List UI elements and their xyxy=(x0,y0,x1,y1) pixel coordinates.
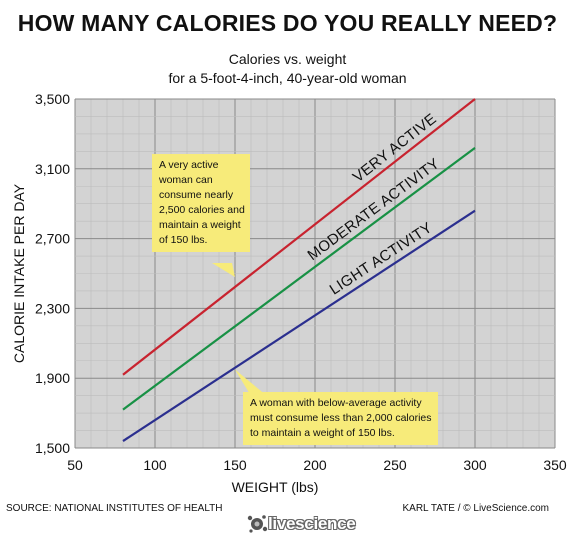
callout-line: woman can xyxy=(159,174,213,186)
series-line xyxy=(122,209,476,442)
x-axis-label: WEIGHT (lbs) xyxy=(232,479,319,495)
source-note: SOURCE: NATIONAL INSTITUTES OF HEALTH xyxy=(6,503,223,514)
y-tick-label: 2,700 xyxy=(35,231,70,247)
callout-line: maintain a weight xyxy=(159,219,241,231)
livescience-logo: livescience xyxy=(246,511,356,537)
x-tick-label: 300 xyxy=(463,457,487,473)
series-line xyxy=(122,98,476,376)
subtitle-line-1: Calories vs. weight xyxy=(228,51,347,67)
y-tick-label: 1,900 xyxy=(35,370,70,386)
series-line xyxy=(122,146,476,411)
callout-line: must consume less than 2,000 calories xyxy=(250,412,432,424)
x-tick-label: 200 xyxy=(303,457,327,473)
callout-line: of 150 lbs. xyxy=(159,234,208,246)
y-tick-label: 2,300 xyxy=(35,300,70,316)
x-tick-label: 100 xyxy=(143,457,167,473)
y-axis-label: CALORIE INTAKE PER DAY xyxy=(11,183,27,363)
y-tick-label: 1,500 xyxy=(35,440,70,456)
callout-line: A very active xyxy=(159,159,219,171)
callout-line: consume nearly xyxy=(159,189,234,201)
y-tick-label: 3,100 xyxy=(35,161,70,177)
subtitle-line-2: for a 5-foot-4-inch, 40-year-old woman xyxy=(168,70,407,86)
callout-line: A woman with below-average activity xyxy=(250,397,422,409)
callout-line: 2,500 calories and xyxy=(159,204,245,216)
credit-note: KARL TATE / © LiveScience.com xyxy=(402,503,550,514)
splat-icon xyxy=(247,515,268,533)
very-active-callout: A very active woman can consume nearly 2… xyxy=(152,154,250,252)
x-tick-label: 150 xyxy=(223,457,247,473)
chart-subtitle: Calories vs. weight for a 5-foot-4-inch,… xyxy=(0,50,575,88)
callout-pointer xyxy=(235,369,275,403)
chart-title: HOW MANY CALORIES DO YOU REALLY NEED? xyxy=(17,10,558,36)
callout-line: to maintain a weight of 150 lbs. xyxy=(250,427,395,439)
logo-wordmark: livescience xyxy=(268,514,356,533)
below-average-callout: A woman with below-average activity must… xyxy=(243,392,438,445)
x-tick-label: 250 xyxy=(383,457,407,473)
callout-pointer xyxy=(212,263,235,277)
x-tick-label: 50 xyxy=(67,457,83,473)
x-tick-label: 350 xyxy=(543,457,567,473)
y-tick-label: 3,500 xyxy=(35,91,70,107)
